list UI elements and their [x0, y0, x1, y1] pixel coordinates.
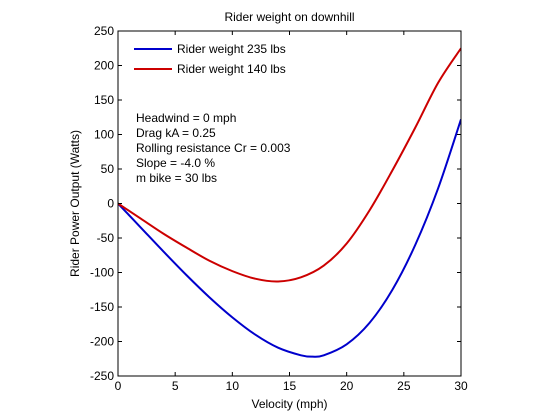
parameter-annotations: Headwind = 0 mph Drag kA = 0.25 Rolling … [136, 111, 291, 185]
y-tick-label: -100 [90, 266, 114, 280]
legend-label-235: Rider weight 235 lbs [177, 42, 286, 56]
series-line-rider-235 [118, 119, 461, 358]
y-tick-label: 150 [94, 93, 114, 107]
x-tick-label: 30 [454, 379, 468, 393]
y-tick-label: -50 [97, 231, 115, 245]
chart-title: Rider weight on downhill [224, 10, 354, 24]
y-axis-label: Rider Power Output (Watts) [68, 130, 82, 277]
x-tick-label: 0 [115, 379, 122, 393]
series-line-rider-140 [118, 47, 461, 283]
series-layer [118, 47, 461, 358]
x-tick-label: 20 [340, 379, 354, 393]
plot-area [118, 31, 461, 376]
plot-frame [117, 30, 462, 377]
x-tick-label: 5 [172, 379, 179, 393]
legend: Rider weight 235 lbs Rider weight 140 lb… [134, 42, 286, 76]
y-tick-label: -250 [90, 369, 114, 383]
x-axis-label: Velocity (mph) [251, 397, 327, 411]
x-tick-label: 15 [283, 379, 297, 393]
y-tick-label: 0 [107, 197, 114, 211]
y-tick-label: 50 [101, 162, 115, 176]
y-tick-label: 200 [94, 59, 114, 73]
y-tick-label: -150 [90, 300, 114, 314]
annotation-rolling-resistance: Rolling resistance Cr = 0.003 [136, 141, 291, 155]
y-tick-label: 100 [94, 128, 114, 142]
annotation-headwind: Headwind = 0 mph [136, 111, 236, 125]
x-tick-label: 25 [397, 379, 411, 393]
annotation-drag: Drag kA = 0.25 [136, 126, 216, 140]
y-tick-label: -200 [90, 335, 114, 349]
y-tick-label: 250 [94, 24, 114, 38]
annotation-bike-mass: m bike = 30 lbs [136, 171, 217, 185]
x-tick-label: 10 [226, 379, 240, 393]
legend-label-140: Rider weight 140 lbs [177, 62, 286, 76]
annotation-slope: Slope = -4.0 % [136, 156, 215, 170]
